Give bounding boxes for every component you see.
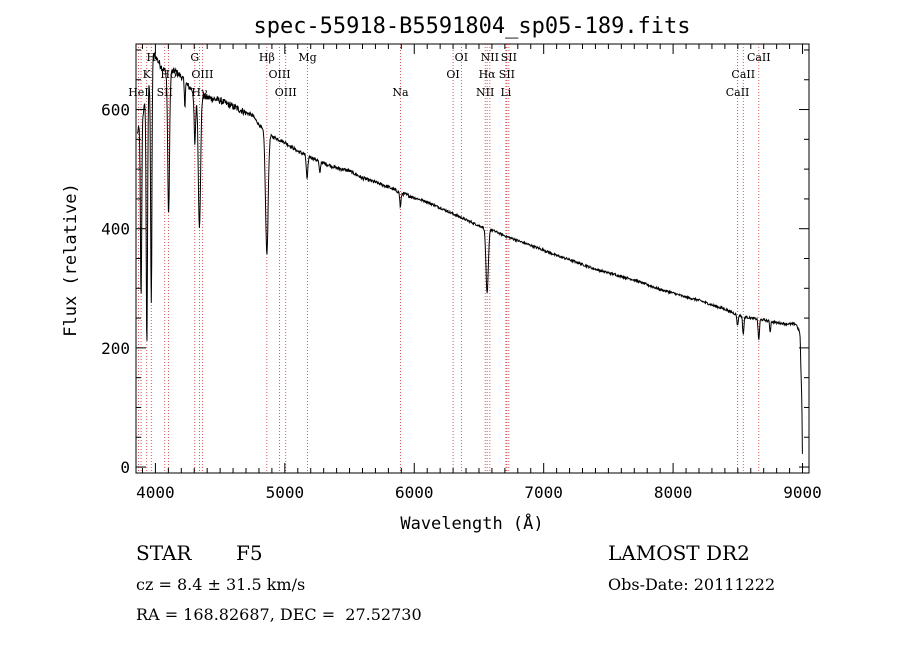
redshift-value: cz = 8.4 ± 31.5 km/s — [136, 575, 306, 594]
line-marker-labels: HeIKHHδSIIGHγOIIIHβOIIIOIIIMgNaOIOINIIHα… — [128, 51, 770, 99]
x-tick-label: 5000 — [266, 483, 305, 502]
observation-date: Obs-Date: 20111222 — [608, 575, 776, 594]
x-tick-label: 6000 — [395, 483, 434, 502]
object-type: STAR — [136, 541, 192, 565]
line-marker-label: H — [146, 51, 156, 64]
line-marker-label: NII — [476, 86, 494, 99]
line-marker-label: OI — [455, 51, 468, 64]
x-tick-label: 9000 — [783, 483, 822, 502]
x-axis-ticks: 4000 5000 6000 7000 8000 9000 — [136, 44, 822, 502]
line-marker-label: OIII — [275, 86, 297, 99]
line-marker-label: Na — [392, 86, 409, 99]
chart-title: spec-55918-B5591804_sp05-189.fits — [253, 14, 690, 39]
line-marker-label: OIII — [268, 68, 290, 81]
line-marker-label: SII — [499, 68, 515, 81]
line-marker-label: CaII — [731, 68, 755, 81]
line-markers — [138, 44, 760, 473]
spectral-subclass: F5 — [236, 541, 263, 565]
y-tick-label: 400 — [101, 220, 130, 239]
line-marker-label: CaII — [726, 86, 750, 99]
line-marker-label: OI — [446, 68, 459, 81]
line-marker-label: SII — [501, 51, 517, 64]
y-tick-label: 200 — [101, 339, 130, 358]
x-axis-label: Wavelength (Å) — [400, 512, 543, 534]
line-marker-label: Hα — [479, 68, 497, 81]
y-axis-label: Flux (relative) — [61, 183, 81, 337]
line-marker-label: Hβ — [259, 51, 275, 64]
x-tick-label: 8000 — [654, 483, 693, 502]
y-tick-label: 0 — [120, 458, 130, 477]
line-marker-label: SII — [157, 86, 173, 99]
x-tick-label: 7000 — [524, 483, 563, 502]
x-tick-label: 4000 — [136, 483, 175, 502]
line-marker-label: CaII — [747, 51, 771, 64]
line-marker-label: Li — [500, 86, 511, 99]
line-marker-label: Mg — [298, 51, 316, 64]
line-marker-label: G — [190, 51, 199, 64]
line-marker-label: OIII — [191, 68, 213, 81]
y-tick-label: 600 — [101, 101, 130, 120]
coordinates: RA = 168.82687, DEC = 27.52730 — [136, 605, 422, 624]
line-marker-label: K — [143, 68, 152, 81]
survey-name: LAMOST DR2 — [608, 541, 750, 565]
line-marker-label: HeI — [128, 86, 148, 99]
line-marker-label: NII — [481, 51, 499, 64]
spectrum-line — [136, 51, 803, 454]
y-axis-ticks: 0 200 400 600 — [101, 49, 809, 477]
